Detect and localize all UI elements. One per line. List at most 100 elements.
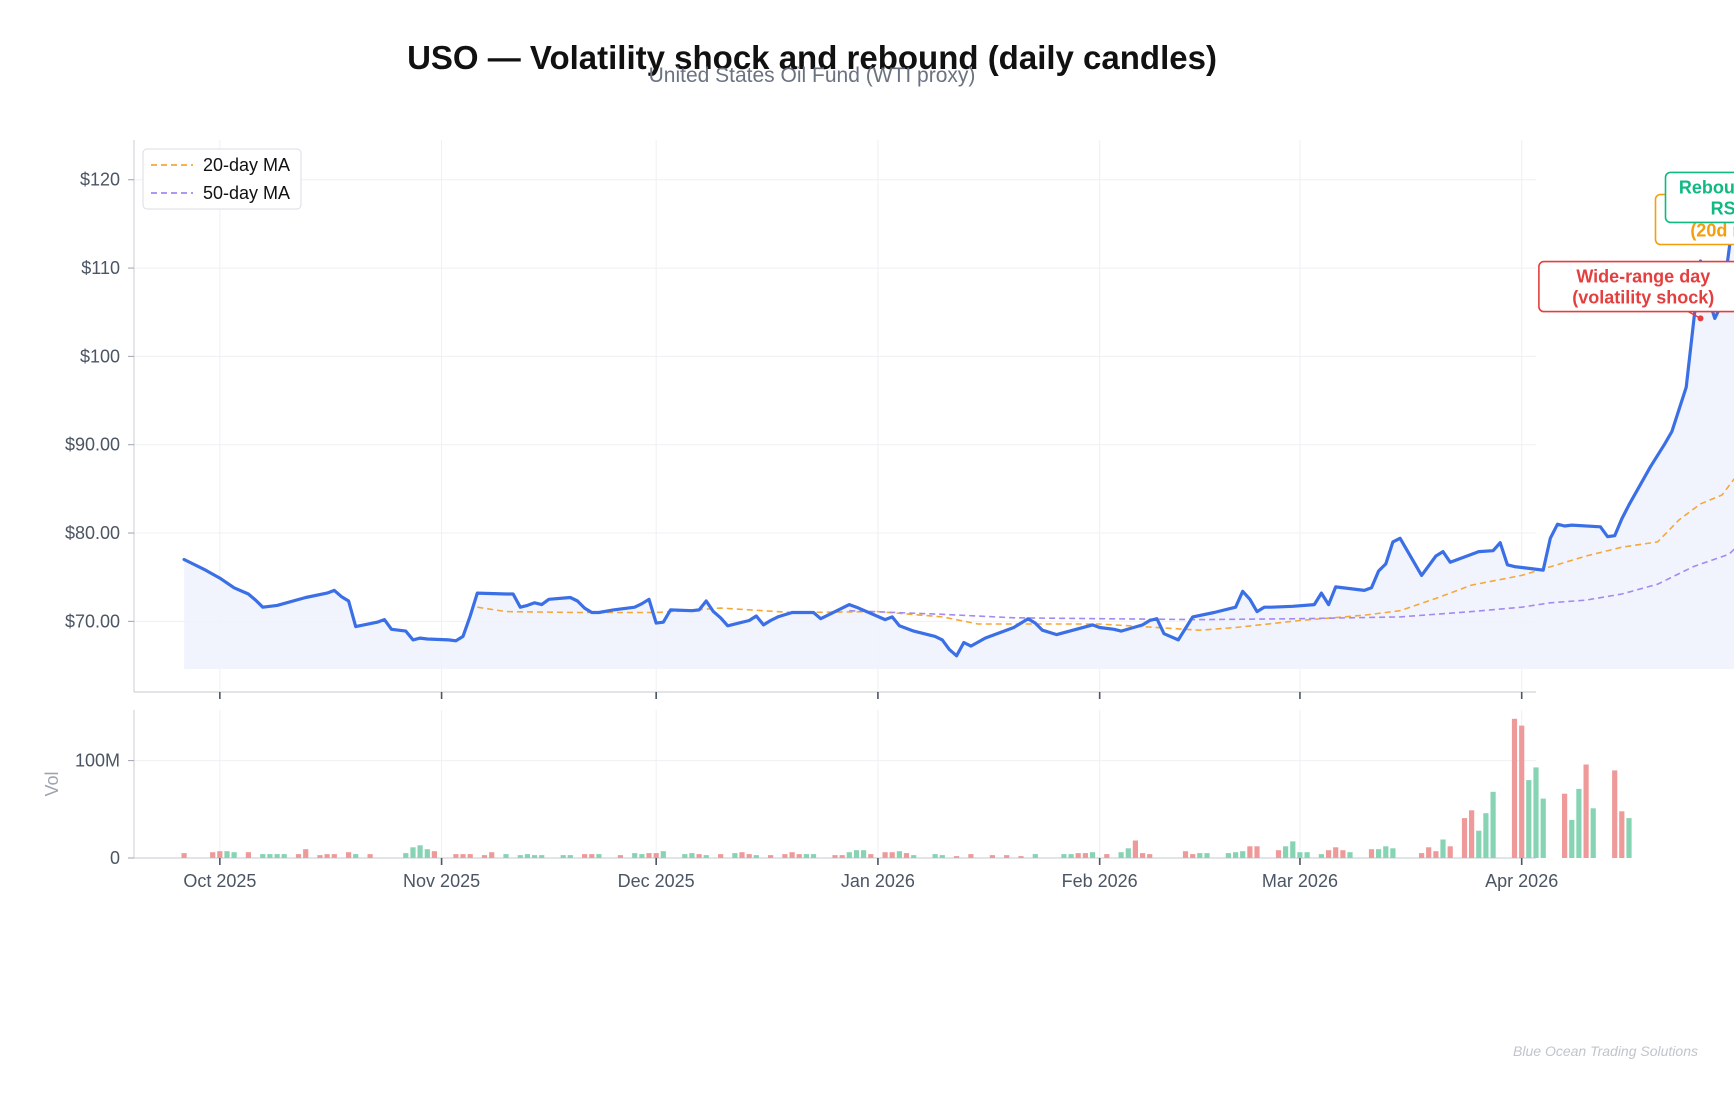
volume-bar xyxy=(467,854,473,858)
volume-bar xyxy=(317,855,323,858)
volume-bar xyxy=(1576,788,1582,858)
volume-bar xyxy=(660,851,666,858)
volume-bar xyxy=(1018,856,1024,858)
volume-y-tick-label: 0 xyxy=(110,848,120,868)
volume-bar xyxy=(1461,818,1468,858)
volume-bar xyxy=(210,852,216,858)
volume-bar xyxy=(1318,854,1324,858)
volume-bar xyxy=(1612,770,1618,858)
volume-bar xyxy=(1140,853,1146,858)
volume-bar xyxy=(832,855,838,858)
volume-bar xyxy=(868,854,874,858)
volume-bar xyxy=(1511,718,1518,858)
volume-bar xyxy=(1562,793,1568,858)
x-tick-label: Oct 2025 xyxy=(183,871,256,891)
volume-bar xyxy=(1540,798,1546,858)
volume-bar xyxy=(1368,849,1375,858)
volume-bar xyxy=(732,853,738,858)
price-y-tick-label: $120 xyxy=(80,170,120,190)
volume-bar xyxy=(503,854,509,858)
volume-bar xyxy=(431,851,437,858)
volume-bar xyxy=(1626,818,1632,858)
volume-bar xyxy=(689,853,695,858)
ma20-line xyxy=(477,477,1734,632)
volume-bar xyxy=(1490,791,1496,858)
volume-bar xyxy=(1190,854,1196,858)
volume-bar xyxy=(560,855,566,858)
volume-bar xyxy=(1326,850,1332,858)
volume-bar xyxy=(567,855,573,858)
volume-bar xyxy=(796,854,802,858)
x-tick-label: Apr 2026 xyxy=(1485,871,1558,891)
volume-bar xyxy=(582,854,588,858)
volume-bar xyxy=(768,855,774,858)
volume-bar xyxy=(1132,840,1138,858)
price-series xyxy=(182,200,1734,669)
volume-bar xyxy=(1275,850,1282,858)
volume-bar xyxy=(932,854,938,858)
volume-bar xyxy=(718,854,724,858)
annotation-rebound-close-box xyxy=(1664,171,1734,224)
volume-bar xyxy=(1333,847,1339,858)
volume-bar xyxy=(1483,813,1489,858)
volume-bar xyxy=(646,853,652,858)
volume-bar xyxy=(1125,848,1131,858)
volume-bar xyxy=(1061,854,1067,858)
volume-bar xyxy=(1082,853,1088,858)
volume-bar xyxy=(1583,764,1589,858)
volume-bar xyxy=(1376,849,1382,858)
price-y-tick-label: $90.00 xyxy=(65,435,120,455)
volume-bar xyxy=(274,854,280,858)
volume-bar xyxy=(1347,852,1353,858)
chart-title: USO — Volatility shock and rebound (dail… xyxy=(407,39,1217,76)
volume-bar xyxy=(1447,846,1453,858)
volume-y-ticks: 0 100M xyxy=(75,751,134,868)
volume-bar xyxy=(1075,853,1081,858)
volume-bar xyxy=(1519,725,1525,858)
volume-bar xyxy=(596,854,602,858)
volume-bar xyxy=(1419,853,1425,858)
volume-bar xyxy=(481,855,488,858)
x-tick-label: Nov 2025 xyxy=(403,871,480,891)
volume-bar xyxy=(1240,851,1246,858)
volume-bar xyxy=(703,855,709,858)
volume-bar xyxy=(1225,853,1231,858)
volume-bar xyxy=(181,853,187,858)
volume-bar xyxy=(539,855,545,858)
volume-grid xyxy=(134,710,1536,859)
volume-bar xyxy=(331,854,337,858)
annotation-volatility-shock-text: Wide-range day xyxy=(1576,267,1710,287)
volume-bar xyxy=(853,850,860,858)
volume-bar xyxy=(753,855,759,858)
legend-label-ma20: 20-day MA xyxy=(203,155,290,175)
volume-bar xyxy=(532,855,538,858)
volume-bar xyxy=(260,854,266,858)
volume-bar xyxy=(939,855,945,858)
volume-bar xyxy=(1147,854,1153,858)
legend-box xyxy=(142,148,302,210)
annotation-volatility-shock-text: (volatility shock) xyxy=(1572,288,1714,308)
volume-bar xyxy=(1390,848,1396,858)
volume-bar xyxy=(846,852,852,858)
volume-bar xyxy=(324,854,330,858)
volume-bar xyxy=(1104,854,1110,858)
volume-bar xyxy=(1619,811,1625,858)
volume-bar xyxy=(739,852,745,858)
annotation-vol-peak-text: (20d realized vol peak) xyxy=(1690,221,1734,241)
volume-bar xyxy=(489,852,495,858)
volume-bar xyxy=(245,852,251,858)
volume-bar xyxy=(639,854,645,858)
volume-bar xyxy=(632,853,638,858)
volume-bar xyxy=(1283,846,1289,858)
watermark: Blue Ocean Trading Solutions xyxy=(1513,1043,1698,1059)
volume-bar xyxy=(789,852,795,858)
annotation-volatility-shock-arrow-head xyxy=(1697,315,1704,322)
volume-bar xyxy=(1533,767,1539,858)
volume-bar xyxy=(1433,851,1439,858)
volume-bar xyxy=(589,854,595,858)
price-y-ticks: $70.00 $80.00 $90.00 $100 $110 $120 xyxy=(65,170,134,631)
volume-bar xyxy=(224,851,230,858)
volume-bar xyxy=(1089,852,1096,858)
price-y-tick-label: $100 xyxy=(80,346,120,366)
close-area-fill xyxy=(184,212,1734,669)
